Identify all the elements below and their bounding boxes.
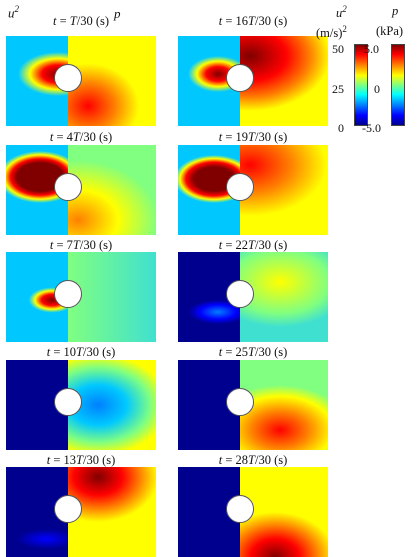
panel-title: t = 25T/30 (s) [218, 345, 288, 359]
pressure-field [240, 360, 328, 450]
pressure-field [240, 36, 328, 126]
panel-title: t = 22T/30 (s) [218, 238, 288, 252]
pressure-field [68, 36, 156, 126]
pressure-colorbar-unit: (kPa) [376, 24, 404, 38]
contour-panel [178, 252, 328, 342]
pressure-field [68, 145, 156, 235]
pressure-field [68, 360, 156, 450]
contour-panel [6, 252, 156, 342]
panel-title: t = 4T/30 (s) [49, 130, 113, 144]
contour-panel [6, 360, 156, 450]
panel-title: t = 13T/30 (s) [46, 453, 116, 467]
pressure-header: p [114, 6, 121, 21]
panel-title: t = 10T/30 (s) [46, 345, 116, 359]
contour-panel [6, 145, 156, 235]
pressure-field [68, 252, 156, 342]
pressure-colorbar-mid: 0 [374, 82, 380, 96]
velocity-colorbar-mid: 25 [332, 82, 344, 96]
pressure-field [240, 252, 328, 342]
contour-panel [6, 467, 156, 557]
velocity-colorbar-max: 50 [332, 42, 344, 56]
cylinder [226, 64, 254, 92]
velocity-header: u2 [8, 4, 19, 21]
cylinder [54, 388, 82, 416]
pressure-field [68, 467, 156, 557]
velocity-colorbar-unit: (m/s)2 [316, 24, 347, 41]
cylinder [226, 495, 254, 523]
velocity-colorbar-title: u2 [336, 4, 347, 21]
cylinder [54, 173, 82, 201]
pressure-field [240, 467, 328, 557]
contour-panel [178, 145, 328, 235]
velocity-colorbar-min: 0 [338, 121, 344, 135]
cylinder [226, 173, 254, 201]
cylinder [226, 388, 254, 416]
panel-title: t = 16T/30 (s) [218, 14, 288, 28]
cylinder [226, 280, 254, 308]
panel-title: t = 19T/30 (s) [218, 130, 288, 144]
cylinder [54, 64, 82, 92]
contour-panel [6, 36, 156, 126]
cylinder [54, 280, 82, 308]
pressure-colorbar [391, 44, 405, 126]
panel-title: t = 28T/30 (s) [218, 453, 288, 467]
contour-panel [178, 360, 328, 450]
pressure-colorbar-min: -5.0 [362, 121, 381, 135]
panel-title: t = T/30 (s) [52, 14, 110, 28]
contour-panel [178, 36, 328, 126]
pressure-colorbar-max: 5.0 [364, 42, 379, 56]
panel-title: t = 7T/30 (s) [49, 238, 113, 252]
velocity-colorbar [354, 44, 368, 126]
contour-panel [178, 467, 328, 557]
cylinder [54, 495, 82, 523]
pressure-field [240, 145, 328, 235]
pressure-colorbar-title: p [392, 4, 399, 18]
